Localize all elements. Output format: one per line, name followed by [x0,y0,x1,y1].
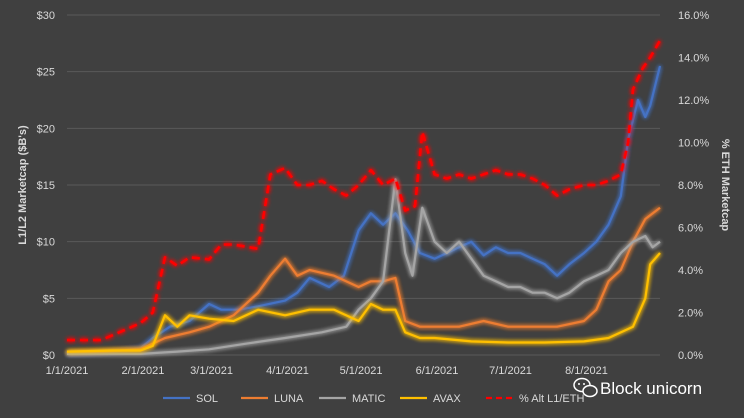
legend-label: MATIC [352,393,385,405]
y-tick-label: $5 [43,293,55,305]
y2-tick-label: 12.0% [678,95,709,107]
y2-tick-label: 14.0% [678,53,709,65]
series-line-avax [66,252,661,353]
series-line-luna [66,206,661,354]
x-tick-label: 7/1/2021 [489,365,532,377]
y2-tick-label: 8.0% [678,180,703,192]
y-axis-ticks: $0 $5 $10 $15 $20 $25 $30 [37,10,55,362]
watermark: Block unicorn [573,377,702,398]
series-line-sol [66,65,662,355]
y-tick-label: $30 [37,10,55,22]
legend-label: AVAX [433,393,461,405]
y2-tick-label: 10.0% [678,138,709,150]
legend-label: SOL [196,393,218,405]
y-axis-title: L1/L2 Marketcap ($B's) [17,125,29,245]
x-tick-label: 3/1/2021 [190,365,233,377]
x-tick-label: 5/1/2021 [340,365,383,377]
x-axis-ticks: 1/1/2021 2/1/2021 3/1/2021 4/1/2021 5/1/2021… [46,365,608,377]
x-tick-label: 1/1/2021 [46,365,89,377]
y2-axis-ticks: 0.0% 2.0% 4.0% 6.0% 8.0% 10.0% 12.0% 14.0% 16.0% [678,10,709,362]
x-tick-label: 2/1/2021 [122,365,165,377]
legend-label: % Alt L1/ETH [519,393,584,405]
y-tick-label: $25 [37,67,55,79]
x-tick-label: 8/1/2021 [565,365,608,377]
x-tick-label: 6/1/2021 [416,365,459,377]
gridlines [67,14,660,356]
y-tick-label: $10 [37,237,55,249]
y-tick-label: $20 [37,123,55,135]
y-tick-label: $15 [37,180,55,192]
series-line-alt-l1-eth [67,39,662,342]
y-tick-label: $0 [43,350,55,362]
series-lines [66,39,662,355]
y2-tick-label: 4.0% [678,265,703,277]
x-tick-label: 4/1/2021 [266,365,309,377]
y2-tick-label: 2.0% [678,308,703,320]
y2-tick-label: 6.0% [678,223,703,235]
watermark-text: Block unicorn [600,379,702,398]
y2-tick-label: 16.0% [678,10,709,22]
y2-tick-label: 0.0% [678,350,703,362]
y2-axis-title: % ETH Marketcap [719,139,731,232]
legend: SOL LUNA MATIC AVAX % Alt L1/ETH [163,393,584,405]
series-line-matic [67,178,661,355]
wechat-icon [573,377,598,398]
legend-label: LUNA [274,393,304,405]
